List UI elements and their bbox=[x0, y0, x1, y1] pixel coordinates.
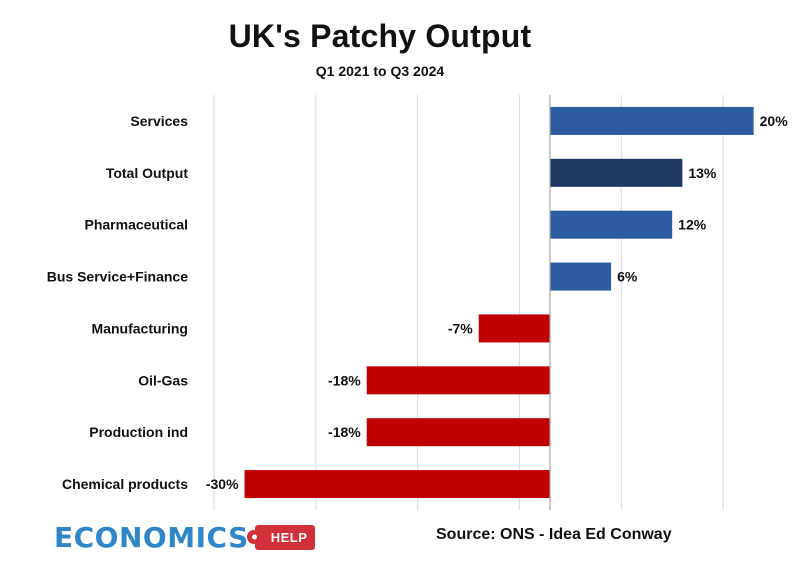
bar bbox=[478, 314, 550, 343]
labels: Services 20% Total Output 13% Pharmaceutical… bbox=[47, 113, 788, 492]
data-label: -18% bbox=[328, 424, 361, 440]
category-label: Total Output bbox=[106, 165, 188, 181]
data-label: -7% bbox=[448, 320, 473, 336]
logo-wordmark: ECONOMICS bbox=[54, 520, 249, 554]
bar bbox=[244, 470, 550, 499]
category-label: Pharmaceutical bbox=[85, 217, 189, 233]
bar bbox=[550, 262, 612, 291]
economics-help-logo: ECONOMICS HELP bbox=[54, 520, 316, 554]
category-label: Chemical products bbox=[62, 476, 188, 492]
logo-help-tag: HELP bbox=[254, 524, 316, 550]
bar bbox=[366, 418, 550, 447]
bars bbox=[244, 106, 754, 499]
data-label: 6% bbox=[617, 269, 638, 285]
bar bbox=[550, 106, 754, 135]
category-label: Services bbox=[130, 113, 188, 129]
source-note: Source: ONS - Idea Ed Conway bbox=[436, 526, 672, 543]
chart-subtitle: Q1 2021 to Q3 2024 bbox=[315, 63, 445, 79]
data-label: -18% bbox=[328, 372, 361, 388]
bar bbox=[550, 158, 683, 187]
category-label: Production ind bbox=[89, 424, 188, 440]
category-label: Manufacturing bbox=[92, 320, 188, 336]
data-label: -30% bbox=[206, 476, 239, 492]
data-label: 13% bbox=[688, 165, 717, 181]
chart-title: UK's Patchy Output bbox=[228, 18, 532, 54]
bar bbox=[550, 210, 673, 239]
data-label: 20% bbox=[760, 113, 789, 129]
gridlines bbox=[213, 95, 724, 510]
category-label: Oil-Gas bbox=[138, 372, 188, 388]
bar bbox=[366, 366, 550, 395]
data-label: 12% bbox=[678, 217, 707, 233]
category-label: Bus Service+Finance bbox=[47, 269, 188, 285]
